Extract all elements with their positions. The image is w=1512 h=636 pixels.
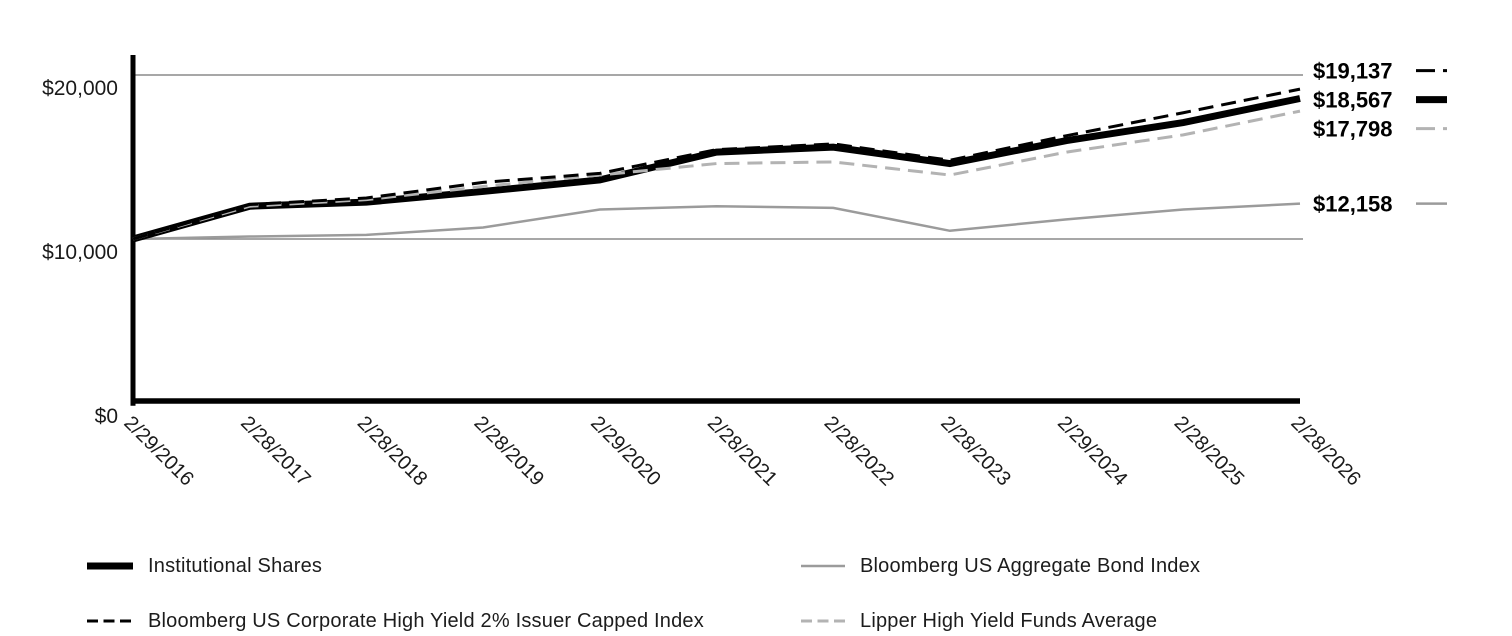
series-end-value-label: $12,158 [1313,192,1393,217]
y-tick-label: $10,000 [42,241,118,264]
x-tick-label: 2/28/2021 [703,412,781,490]
x-tick-label: 2/28/2017 [236,412,314,490]
x-tick-label: 2/28/2025 [1170,412,1248,490]
series-line-bloomberg-us-corporate-high-yield-2-issuer-capped-index [132,87,1301,241]
legend-item-high-yield-capped-index: Bloomberg US Corporate High Yield 2% Iss… [86,608,704,634]
series-end-value-label: $19,137 [1313,59,1393,84]
legend-swatch-dashed-black-icon [87,619,133,623]
legend-label-high-yield-capped-index: Bloomberg US Corporate High Yield 2% Iss… [148,609,704,632]
legend-item-lipper-average: Lipper High Yield Funds Average [800,608,1157,634]
series-end-value-label: $18,567 [1313,88,1393,113]
legend-label-aggregate-bond-index: Bloomberg US Aggregate Bond Index [860,554,1201,577]
series-line-bloomberg-us-aggregate-bond-index [132,202,1301,241]
x-tick-label: 2/28/2026 [1286,412,1364,490]
legend-swatch-solid-thin-icon [801,564,845,568]
x-tick-label: 2/29/2020 [586,412,664,490]
legend-label-lipper-average: Lipper High Yield Funds Average [860,609,1158,632]
legend-item-institutional-shares: Institutional Shares [86,553,322,579]
legend-swatch-dashed-gray-icon [801,619,845,623]
x-tick-label: 2/28/2019 [470,412,548,490]
x-tick-label: 2/28/2022 [820,412,898,490]
x-tick-label: 2/29/2024 [1053,412,1131,490]
x-tick-label: 2/29/2016 [119,412,197,490]
line-chart-canvas: $0 $10,000 $20,000 2/29/2016 2/28/2017 2/28/2… [42,55,1447,490]
series-end-value-label: $17,798 [1313,117,1393,142]
legend-label-institutional-shares: Institutional Shares [148,554,323,577]
x-tick-label: 2/28/2018 [353,412,431,490]
y-tick-label: $0 [95,405,118,428]
series-line-institutional-shares [132,95,1301,243]
legend-swatch-solid-thick-icon [87,562,133,570]
y-tick-label: $20,000 [42,77,118,100]
legend-item-aggregate-bond-index: Bloomberg US Aggregate Bond Index [800,553,1200,579]
x-tick-label: 2/28/2023 [936,412,1014,490]
